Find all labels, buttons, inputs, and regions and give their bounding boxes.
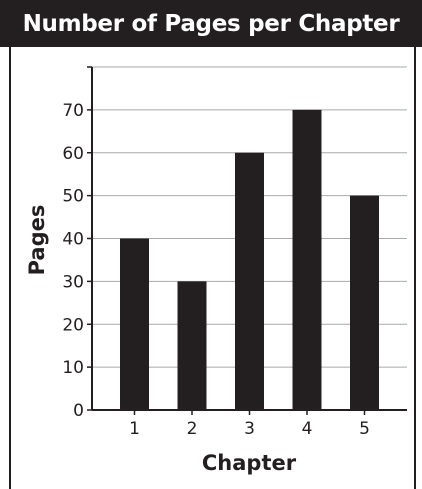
x-tick-label: 5 [359, 419, 370, 439]
x-tick-label: 2 [187, 419, 198, 439]
bar-chapter-5 [350, 196, 379, 410]
x-axis-title: Chapter [202, 451, 297, 475]
y-tick-label: 50 [62, 187, 84, 207]
bar-chapter-2 [178, 281, 207, 410]
x-tick-label: 1 [129, 419, 140, 439]
y-tick-label: 60 [62, 144, 84, 164]
x-tick-label: 4 [302, 419, 313, 439]
y-tick-labels: 0 10 20 30 40 50 60 70 [62, 101, 84, 421]
y-tick-label: 0 [73, 401, 84, 421]
bar-chapter-4 [293, 110, 322, 410]
y-tick-label: 20 [62, 315, 84, 335]
bar-chapter-1 [120, 239, 149, 411]
bars [120, 110, 379, 410]
y-tick-label: 30 [62, 272, 84, 292]
y-tick-label: 40 [62, 230, 84, 250]
x-tick-labels: 1 2 3 4 5 [129, 410, 370, 439]
bar-chapter-3 [235, 153, 264, 410]
y-tick-label: 10 [62, 358, 84, 378]
x-tick-label: 3 [244, 419, 255, 439]
y-tick-label: 70 [62, 101, 84, 121]
y-axis-title: Pages [25, 205, 49, 276]
